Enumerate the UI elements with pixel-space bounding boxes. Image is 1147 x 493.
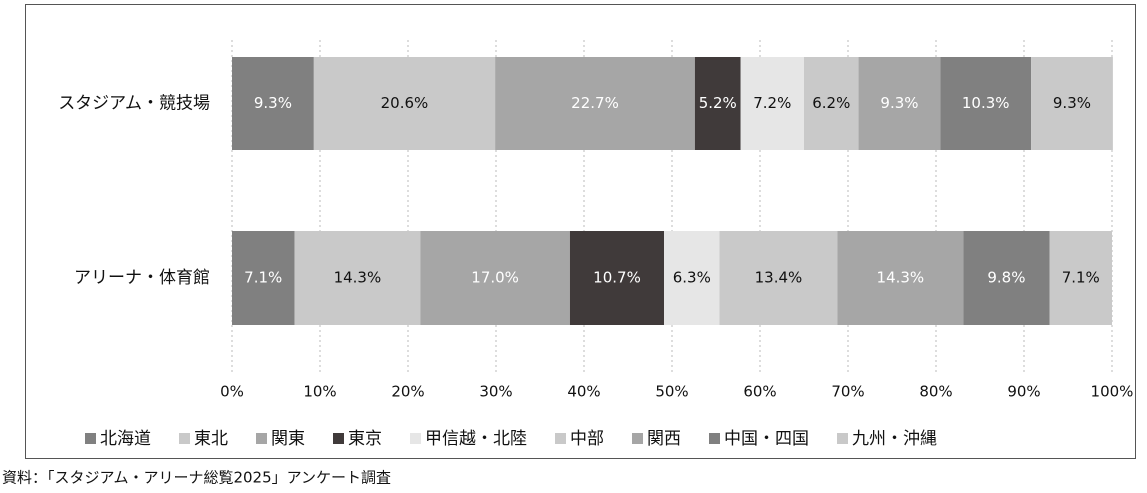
x-tick-label: 80% xyxy=(919,383,952,401)
x-tick-label: 30% xyxy=(479,383,512,401)
legend-label: 関東 xyxy=(271,429,305,449)
legend-label: 九州・沖縄 xyxy=(852,429,937,449)
data-label: 7.1% xyxy=(244,269,282,287)
x-tick-label: 60% xyxy=(743,383,776,401)
legend-swatch xyxy=(632,433,643,444)
legend-label: 関西 xyxy=(647,429,681,449)
bar-segment xyxy=(569,231,665,325)
data-label: 20.6% xyxy=(381,94,429,112)
source-note: 資料：「スタジアム・アリーナ総覧2025」アンケート調査 xyxy=(2,469,391,487)
data-label: 22.7% xyxy=(571,94,619,112)
legend-swatch xyxy=(709,433,720,444)
data-label: 7.2% xyxy=(753,94,791,112)
bar-segment xyxy=(740,57,804,150)
x-tick-label: 50% xyxy=(655,383,688,401)
legend-label: 中国・四国 xyxy=(724,429,809,449)
bar-segment xyxy=(664,231,720,325)
y-tick-label: アリーナ・体育館 xyxy=(74,268,210,288)
data-label: 9.3% xyxy=(1053,94,1091,112)
x-tick-label: 70% xyxy=(831,383,864,401)
legend-swatch xyxy=(85,433,96,444)
bar-segment xyxy=(837,231,964,325)
legend-label: 甲信越・北陸 xyxy=(425,429,527,449)
legend-swatch xyxy=(555,433,566,444)
bar-segment xyxy=(232,231,295,325)
legend-label: 中部 xyxy=(570,429,604,449)
bar-segment xyxy=(1049,231,1112,325)
legend-label: 北海道 xyxy=(100,429,151,449)
x-tick-label: 10% xyxy=(303,383,336,401)
data-label: 9.3% xyxy=(880,94,918,112)
bar-segment xyxy=(804,57,859,150)
x-tick-label: 0% xyxy=(220,383,244,401)
data-label: 10.3% xyxy=(962,94,1010,112)
data-label: 5.2% xyxy=(699,94,737,112)
legend-label: 東北 xyxy=(194,429,228,449)
data-label: 9.8% xyxy=(987,269,1025,287)
data-label: 7.1% xyxy=(1062,269,1100,287)
data-label: 6.3% xyxy=(673,269,711,287)
x-tick-label: 100% xyxy=(1091,383,1134,401)
data-label: 13.4% xyxy=(755,269,803,287)
y-tick-label: スタジアム・競技場 xyxy=(58,94,210,114)
bar-segment xyxy=(495,57,695,150)
data-label: 6.2% xyxy=(812,94,850,112)
bar-segment xyxy=(963,231,1050,325)
bar-segment xyxy=(294,231,421,325)
legend-label: 東京 xyxy=(348,429,382,449)
bar-segment xyxy=(1031,57,1113,150)
data-label: 17.0% xyxy=(471,269,519,287)
data-label: 14.3% xyxy=(877,269,925,287)
bar-segment xyxy=(420,231,570,325)
legend-swatch xyxy=(256,433,267,444)
legend-swatch xyxy=(179,433,190,444)
bar-segment xyxy=(694,57,741,150)
bar-segment xyxy=(719,231,838,325)
legend-swatch xyxy=(837,433,848,444)
x-tick-label: 40% xyxy=(567,383,600,401)
legend-swatch xyxy=(333,433,344,444)
data-label: 14.3% xyxy=(334,269,382,287)
x-tick-label: 20% xyxy=(391,383,424,401)
bar-segment xyxy=(858,57,941,150)
data-label: 10.7% xyxy=(593,269,641,287)
bar-segment xyxy=(940,57,1032,150)
bar-segment xyxy=(313,57,496,150)
data-label: 9.3% xyxy=(254,94,292,112)
legend-swatch xyxy=(410,433,421,444)
bar-segment xyxy=(232,57,314,150)
x-tick-label: 90% xyxy=(1007,383,1040,401)
